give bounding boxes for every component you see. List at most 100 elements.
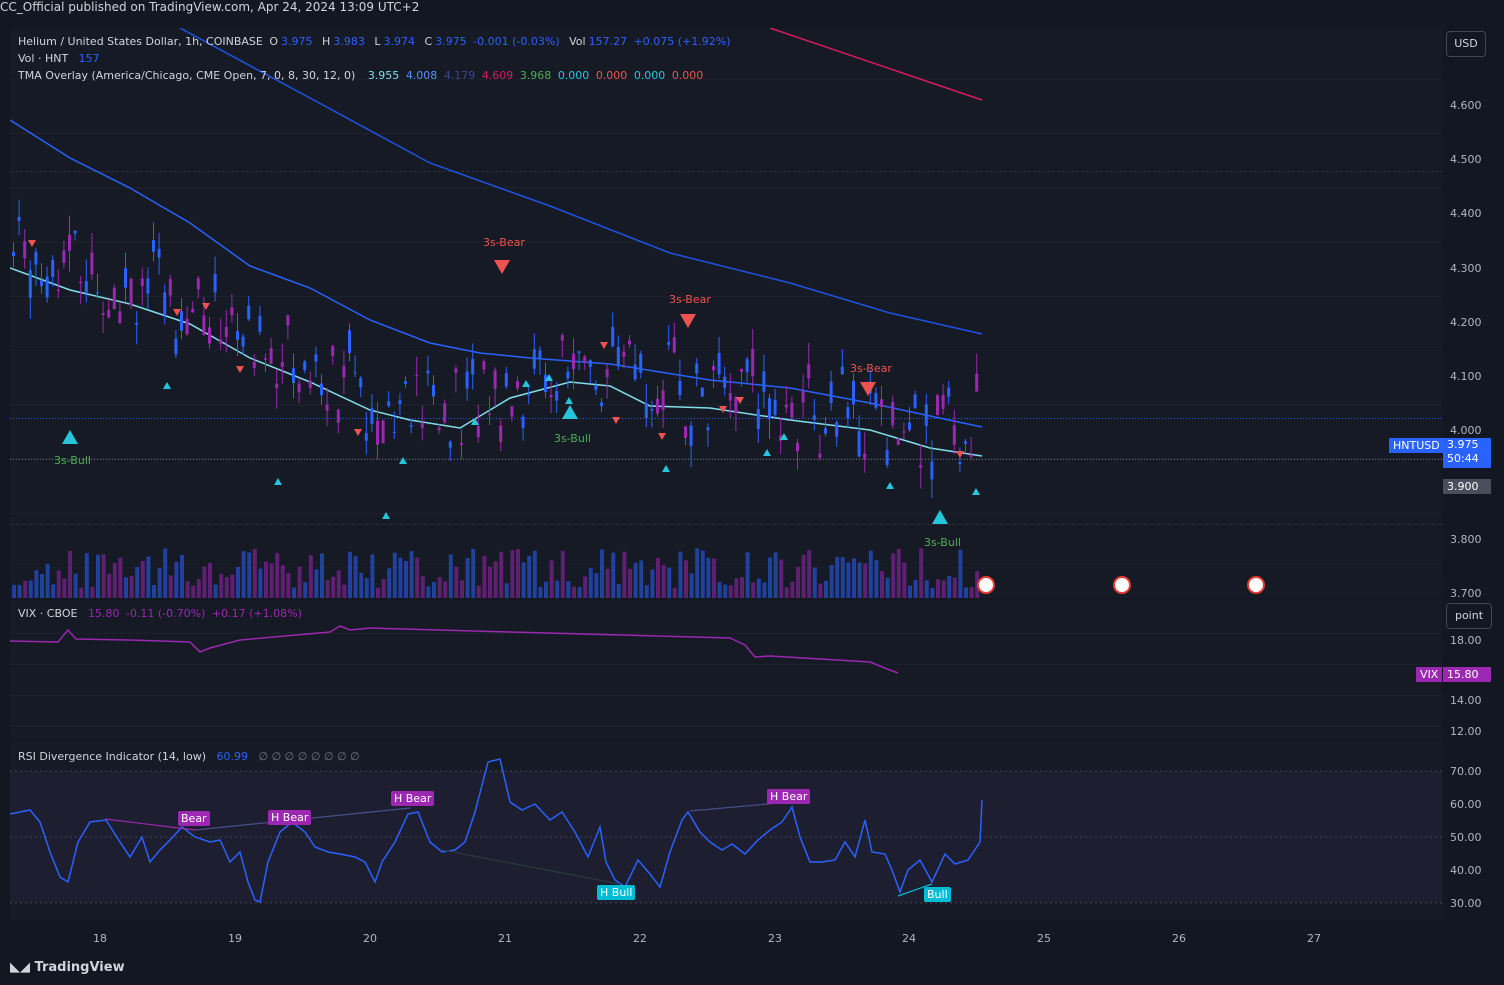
candle-body	[213, 273, 217, 293]
candle-body	[370, 408, 374, 424]
candle-body	[297, 383, 301, 393]
us-flag-event-icon[interactable]	[1247, 576, 1265, 594]
candle-body	[600, 402, 603, 407]
volume-bar	[678, 551, 683, 598]
volume-bar	[146, 556, 151, 598]
rsi-tick: 60.00	[1450, 798, 1482, 811]
candle-body	[348, 330, 351, 354]
candle-body	[975, 373, 979, 392]
volume-bar	[846, 562, 851, 598]
candle-body	[23, 241, 27, 259]
volume-bar	[560, 551, 565, 598]
candle-body	[796, 442, 799, 452]
volume-bar	[280, 565, 285, 598]
volume-bar	[320, 553, 324, 598]
volume-bar	[23, 580, 28, 598]
volume-bar	[891, 553, 896, 598]
volume-bar	[208, 562, 212, 598]
candle-body	[415, 374, 419, 376]
candle-body	[409, 425, 413, 427]
vix-pane[interactable]	[10, 600, 1442, 740]
signal-triangle-small	[972, 488, 980, 495]
volume-bar	[852, 558, 856, 598]
candle-body	[840, 366, 844, 375]
volume-bar	[745, 552, 750, 598]
candle-body	[656, 398, 659, 414]
volume-bar	[68, 550, 72, 598]
volume-bar	[964, 587, 968, 598]
volume-bar	[112, 563, 117, 598]
time-tick: 18	[93, 932, 107, 945]
volume-bar	[504, 583, 509, 598]
volume-bar	[751, 582, 756, 598]
candle-body	[364, 433, 368, 441]
rsi-tick: 40.00	[1450, 864, 1482, 877]
price-axis[interactable]	[1442, 28, 1504, 598]
signal-label-bull: 3s-Bull	[554, 432, 591, 445]
currency-button[interactable]: USD	[1446, 31, 1486, 57]
volume-bar	[717, 582, 722, 598]
signal-triangle	[680, 314, 696, 328]
signal-triangle-small	[274, 478, 282, 485]
signal-triangle-small	[471, 418, 479, 425]
volume-bar	[140, 560, 145, 598]
volume-bar	[594, 573, 599, 598]
candle-body	[275, 383, 279, 388]
volume-bar	[336, 570, 341, 598]
volume-bar	[667, 567, 672, 598]
rsi-tick: 30.00	[1450, 897, 1482, 910]
volume-bar	[135, 566, 140, 598]
divergence-line	[897, 883, 933, 897]
volume-bar	[398, 557, 403, 598]
rsi-hbear-tag: H Bear	[391, 791, 435, 806]
time-tick: 20	[363, 932, 377, 945]
signal-triangle-small	[886, 482, 894, 489]
signal-triangle-small	[662, 465, 670, 472]
candle-body	[555, 391, 559, 401]
volume-bar	[96, 554, 100, 598]
candle-body	[616, 346, 620, 366]
open-value: 3.975	[281, 35, 313, 48]
volume-bar	[824, 580, 828, 598]
candle-body	[404, 381, 407, 384]
candle-body	[303, 361, 307, 371]
rsi-pane[interactable]	[10, 742, 1442, 920]
candle-body	[896, 438, 900, 445]
volume-bar	[493, 561, 498, 598]
tradingview-brand[interactable]: ◣◢ TradingView	[10, 960, 125, 975]
volume-bar	[213, 584, 218, 598]
volume-bar	[454, 566, 459, 598]
candle-body	[717, 353, 721, 375]
rsi-hbear-tag: H Bear	[767, 789, 811, 804]
candle-body	[84, 281, 88, 293]
volume-bar	[432, 582, 436, 598]
volume-bar	[247, 552, 252, 598]
volume-bar	[835, 557, 840, 598]
time-tick: 26	[1172, 932, 1186, 945]
volume-bar	[476, 585, 481, 598]
volume-bar	[583, 576, 588, 598]
volume-bar	[723, 584, 728, 598]
candle-body	[174, 338, 178, 355]
us-flag-event-icon[interactable]	[1113, 576, 1131, 594]
candle-body	[594, 385, 598, 390]
candle-body	[325, 404, 329, 411]
volume-bar	[555, 580, 560, 598]
candle-body	[908, 422, 911, 431]
us-flag-event-icon[interactable]	[977, 576, 995, 594]
volume-bar	[79, 587, 84, 598]
candle-body	[45, 276, 49, 298]
candle-body	[521, 416, 525, 429]
point-button[interactable]: point	[1446, 603, 1492, 629]
time-axis[interactable]	[10, 922, 1442, 948]
candle-body	[264, 358, 267, 360]
candle-body	[420, 423, 424, 428]
volume-bar	[885, 577, 890, 598]
volume-bar	[661, 565, 666, 598]
signal-triangle-small	[28, 240, 36, 247]
candle-body	[639, 353, 643, 373]
candle-body	[107, 309, 111, 318]
symbol-title: Helium / United States Dollar, 1h, COINB…	[18, 35, 263, 48]
candle-body	[196, 278, 200, 290]
volume-bar	[684, 560, 688, 598]
